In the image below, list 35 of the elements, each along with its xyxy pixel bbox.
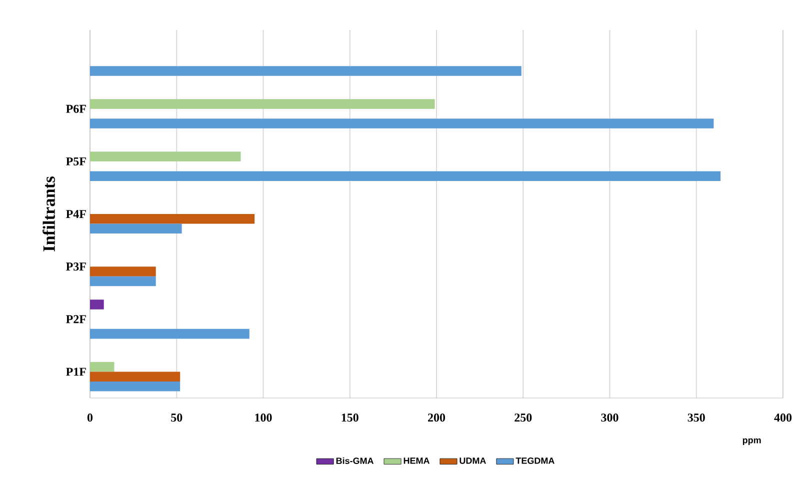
x-tick-label: 250 [514,414,532,422]
x-tick-label: 50 [171,414,182,422]
x-tick-label: 300 [601,414,618,422]
bar [90,381,180,392]
bar [90,300,104,310]
x-tick-label: 0 [87,414,93,422]
bar [90,99,435,109]
y-tick-label: P3F [66,262,86,271]
y-tick-label: P4F [66,210,86,218]
bar [90,328,250,339]
bar [90,171,721,181]
y-tick-label: P6F [66,104,86,113]
bar [90,224,182,234]
bar [90,152,241,162]
x-tick-label: 350 [688,414,705,422]
y-axis-title: Infiltrants [42,176,55,252]
bar [90,66,522,76]
legend-label: Bis-GMA [336,457,374,464]
x-axis-title: ppm [742,438,761,446]
y-tick-label: P1F [66,368,86,376]
x-tick-label: 200 [428,414,446,422]
x-tick-label: 150 [342,414,358,422]
x-tick-label: 400 [774,414,792,422]
bar [90,214,255,224]
bar [90,362,114,372]
legend-label: HEMA [404,458,430,464]
legend-label: UDMA [460,458,486,464]
x-tick-label: 100 [255,414,272,422]
y-tick-label: P2F [66,315,86,324]
bar [90,266,156,276]
bar [90,372,180,382]
y-tick-label: P5F [66,157,86,166]
bar [90,276,156,286]
bar [90,118,714,128]
legend-label: TEGDMA [516,458,554,464]
